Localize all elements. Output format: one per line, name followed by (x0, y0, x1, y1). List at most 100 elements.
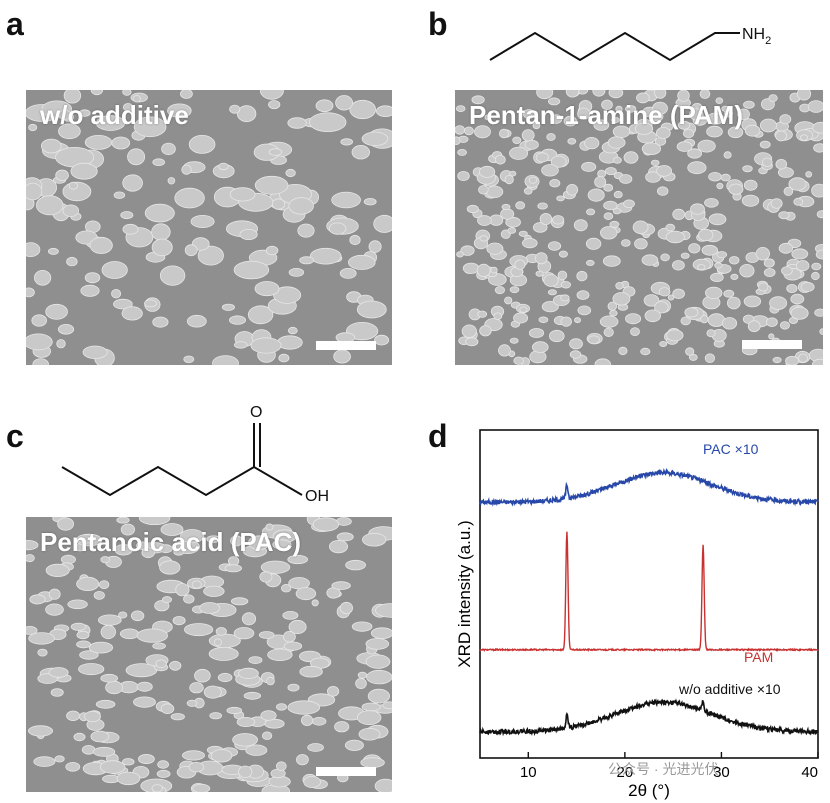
sem-grain (688, 243, 701, 254)
sem-grain (608, 90, 624, 99)
sem-grain (565, 90, 580, 98)
sem-grain (347, 254, 376, 270)
sem-grain (621, 239, 631, 247)
sem-grain (218, 162, 229, 171)
sem-grain (368, 240, 382, 253)
sem-grain (183, 355, 195, 363)
sem-grain (474, 125, 491, 139)
series-label-pam: PAM (744, 649, 773, 665)
sem-grain (641, 142, 661, 155)
sem-grain (184, 623, 214, 637)
sem-grain (701, 244, 719, 256)
sem-grain (507, 227, 517, 234)
sem-grain (504, 296, 513, 305)
panel-letter-d: d (428, 418, 448, 454)
sem-grain (560, 281, 572, 289)
sem-grain (26, 554, 35, 563)
sem-grain (282, 611, 299, 620)
scale-bar (316, 341, 376, 350)
sem-grain (549, 329, 565, 343)
sem-grain (543, 274, 559, 287)
sem-grain (186, 699, 198, 707)
xrd-series-line (479, 698, 819, 737)
sem-grain (265, 523, 274, 531)
sem-grain (672, 288, 685, 300)
sem-grain (811, 183, 823, 198)
sem-grain (78, 109, 91, 117)
sem-grain (498, 344, 511, 357)
sem-grain (485, 185, 504, 199)
sem-grain (501, 203, 511, 211)
sem-grain (528, 327, 545, 338)
sem-grain (382, 701, 392, 710)
sem-grain (82, 345, 108, 359)
sem-grain (785, 355, 800, 365)
xrd-chart: 10 20 30 40 XRD intensity (a.u.) 2θ (°) PAC… (455, 429, 819, 800)
sem-grain (552, 215, 565, 225)
sem-grain (522, 109, 536, 119)
sem-grain (819, 328, 823, 335)
plot-frame (479, 429, 819, 759)
sem-grain (48, 667, 69, 678)
sem-grain (724, 109, 733, 118)
sem-grain (98, 580, 110, 589)
sem-grain (499, 128, 509, 139)
sem-grain (151, 223, 171, 241)
sem-grain (300, 714, 314, 726)
sem-grain (76, 630, 90, 640)
sem-grain (48, 588, 61, 600)
sem-grain (479, 235, 488, 242)
sem-grain (45, 563, 70, 578)
sem-grain (374, 778, 392, 792)
sem-grain (726, 296, 741, 310)
sem-grain (775, 130, 788, 142)
sem-grain (518, 230, 528, 237)
sem-grain (556, 195, 565, 202)
scale-bar (742, 340, 802, 349)
sem-grain (365, 654, 391, 669)
sem-grain (335, 95, 354, 111)
sem-grain (374, 334, 390, 346)
sem-grain (599, 226, 618, 240)
sem-grain (532, 222, 548, 233)
sem-grain (45, 303, 68, 320)
sem-grain (133, 696, 156, 708)
sem-grain (759, 118, 777, 133)
sem-grain (114, 544, 133, 556)
sem-grain (730, 273, 739, 280)
sem-grain (783, 186, 794, 197)
sem-grain (660, 253, 670, 262)
sem-grain (743, 295, 762, 308)
sem-grain (665, 223, 676, 232)
sem-grain (254, 175, 289, 195)
sem-grain (349, 99, 377, 120)
sem-grain (509, 286, 520, 294)
sem-grain (288, 197, 314, 215)
sem-grain (349, 234, 361, 246)
sem-grain (133, 116, 167, 138)
sem-grain (625, 313, 642, 325)
sem-grain (239, 228, 258, 240)
sem-grain (278, 353, 290, 363)
sem-grain (160, 523, 184, 536)
sem-grain (640, 347, 651, 356)
sem-grain (122, 174, 143, 192)
sem-grain (189, 682, 204, 694)
sem-grain (260, 560, 291, 574)
sem-grain (677, 90, 690, 102)
sem-grain (229, 187, 256, 202)
sem-grain (603, 183, 614, 192)
sem-grain (155, 659, 167, 669)
sem-grain (714, 262, 723, 269)
sem-grain (594, 358, 612, 365)
sem-grain (158, 544, 173, 554)
sem-grain (643, 294, 660, 307)
carbonyl-oxygen-label: O (250, 404, 262, 421)
sem-grain (721, 317, 738, 330)
sem-grain (152, 642, 166, 650)
sem-grain (333, 349, 351, 364)
sem-grain (586, 259, 595, 266)
sem-grain (311, 599, 319, 607)
sem-grain (634, 122, 654, 135)
sem-grain (287, 700, 321, 715)
